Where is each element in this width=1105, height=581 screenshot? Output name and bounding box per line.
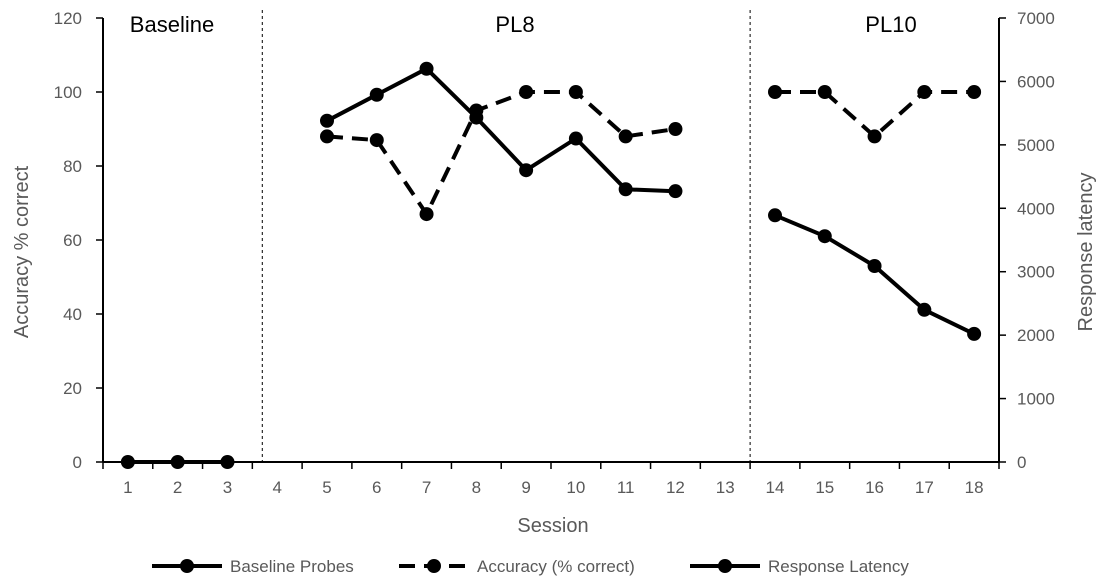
data-point — [618, 129, 633, 144]
data-point — [867, 129, 882, 144]
data-point — [419, 61, 434, 76]
data-point — [568, 131, 583, 146]
x-tick-label: 15 — [815, 478, 834, 497]
series-baseline-probes — [120, 455, 235, 469]
legend-label: Baseline Probes — [230, 557, 354, 576]
x-tick-label: 7 — [422, 478, 431, 497]
right-tick-label: 1000 — [1017, 390, 1055, 409]
x-tick-label: 9 — [521, 478, 530, 497]
legend-label: Accuracy (% correct) — [477, 557, 635, 576]
x-tick-label: 13 — [716, 478, 735, 497]
left-tick-label: 0 — [73, 453, 82, 472]
data-point — [369, 133, 384, 148]
x-tick-label: 10 — [566, 478, 585, 497]
x-tick-label: 6 — [372, 478, 381, 497]
right-tick-label: 6000 — [1017, 72, 1055, 91]
data-point — [917, 302, 932, 317]
legend-item: Response Latency — [690, 557, 909, 576]
series-layer — [120, 61, 982, 469]
series-accuracy-correct — [320, 85, 982, 222]
data-point — [817, 229, 832, 244]
axes: 0 20 40 60 80 100 120 0 1000 2000 3000 4000 5000 6000… — [11, 9, 1097, 537]
left-tick-label: 100 — [54, 83, 82, 102]
right-tick-label: 0 — [1017, 453, 1026, 472]
x-axis-title: Session — [517, 515, 588, 537]
x-tick-label: 18 — [965, 478, 984, 497]
left-tick-label: 40 — [63, 305, 82, 324]
right-tick-label: 3000 — [1017, 263, 1055, 282]
data-point — [668, 184, 683, 199]
data-point — [220, 455, 235, 469]
series-line — [326, 90, 676, 217]
left-tick-label: 60 — [63, 231, 82, 250]
data-point — [618, 182, 633, 197]
right-tick-label: 4000 — [1017, 199, 1055, 218]
legend-swatch-marker — [427, 559, 441, 573]
data-point — [867, 259, 882, 274]
data-point — [967, 326, 982, 341]
phase-labels: Baseline PL8 PL10 — [130, 12, 917, 37]
legend-label: Response Latency — [768, 557, 909, 576]
series-line — [775, 90, 975, 139]
data-point — [419, 207, 434, 222]
left-tick-label: 120 — [54, 9, 82, 28]
data-point — [768, 85, 782, 99]
legend-swatch-marker — [180, 559, 194, 573]
phase-label: PL10 — [865, 12, 916, 37]
x-tick-label: 14 — [766, 478, 785, 497]
data-point — [668, 122, 683, 136]
right-tick-label: 5000 — [1017, 136, 1055, 155]
x-tick-label: 12 — [666, 478, 685, 497]
phase-label: Baseline — [130, 12, 214, 37]
legend-swatch-marker — [718, 559, 732, 573]
data-point — [568, 85, 583, 99]
right-tick-label: 2000 — [1017, 326, 1055, 345]
data-point — [768, 208, 782, 223]
x-tick-label: 1 — [123, 478, 132, 497]
data-point — [120, 455, 135, 469]
legend-item: Baseline Probes — [152, 557, 354, 576]
legend-item: Accuracy (% correct) — [399, 557, 635, 576]
phase-label: PL8 — [495, 12, 534, 37]
data-point — [519, 163, 534, 178]
left-axis-title: Accuracy % correct — [11, 165, 33, 338]
series-line — [774, 213, 975, 336]
left-tick-label: 80 — [63, 157, 82, 176]
data-point — [320, 113, 334, 128]
data-point — [967, 85, 982, 99]
x-tick-label: 5 — [322, 478, 331, 497]
data-point — [469, 110, 484, 125]
x-tick-label: 11 — [617, 478, 635, 497]
data-point — [917, 85, 932, 99]
x-tick-label: 3 — [223, 478, 232, 497]
x-tick-label: 16 — [865, 478, 884, 497]
right-axis-title: Response latency — [1075, 173, 1097, 332]
x-tick-label: 2 — [173, 478, 182, 497]
x-tick-label: 17 — [915, 478, 934, 497]
legend: Baseline Probes Accuracy (% correct) Respo… — [152, 557, 909, 576]
left-tick-label: 20 — [63, 379, 82, 398]
series-response-latency — [320, 61, 982, 341]
right-tick-label: 7000 — [1017, 9, 1055, 28]
data-point — [817, 85, 832, 99]
data-point — [320, 129, 334, 144]
data-point — [369, 87, 384, 102]
phase-change-lines — [261, 10, 751, 462]
data-point — [519, 85, 534, 99]
x-tick-label: 4 — [272, 478, 281, 497]
series-line — [326, 66, 676, 194]
data-point — [170, 455, 185, 469]
x-tick-label: 8 — [472, 478, 481, 497]
